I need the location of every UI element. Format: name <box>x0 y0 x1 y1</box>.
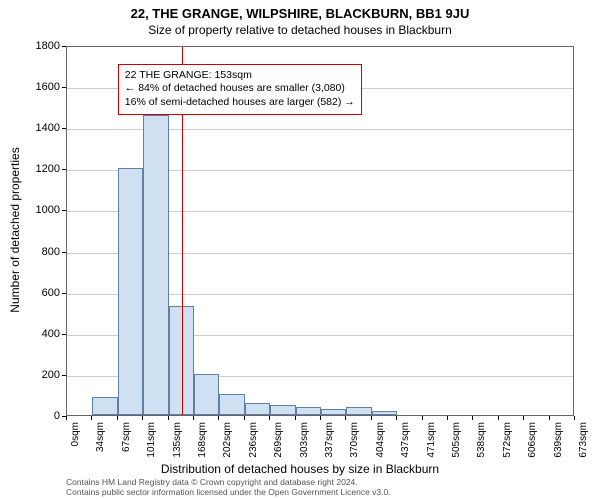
page-subtitle: Size of property relative to detached ho… <box>0 21 600 37</box>
y-tick-mark <box>62 169 66 170</box>
y-tick-mark <box>62 334 66 335</box>
x-tick-label: 572sqm <box>502 422 513 472</box>
histogram-chart: 22 THE GRANGE: 153sqm← 84% of detached h… <box>66 46 574 416</box>
y-tick-label: 800 <box>20 246 60 258</box>
x-tick-label: 673sqm <box>578 422 589 472</box>
page-title-address: 22, THE GRANGE, WILPSHIRE, BLACKBURN, BB… <box>0 0 600 21</box>
y-tick-mark <box>62 46 66 47</box>
x-tick-label: 101sqm <box>146 422 157 472</box>
x-tick-label: 606sqm <box>527 422 538 472</box>
x-tick-mark <box>269 416 270 420</box>
histogram-bar <box>372 411 397 415</box>
x-tick-label: 67sqm <box>121 422 132 472</box>
histogram-bar <box>296 407 321 415</box>
attribution-footer: Contains HM Land Registry data © Crown c… <box>66 478 391 498</box>
x-tick-mark <box>472 416 473 420</box>
x-tick-mark <box>498 416 499 420</box>
x-tick-mark <box>91 416 92 420</box>
x-tick-label: 337sqm <box>324 422 335 472</box>
x-tick-mark <box>345 416 346 420</box>
histogram-bar <box>346 407 371 415</box>
y-tick-label: 400 <box>20 328 60 340</box>
x-tick-mark <box>371 416 372 420</box>
x-tick-label: 437sqm <box>400 422 411 472</box>
y-tick-label: 0 <box>20 410 60 422</box>
x-tick-mark <box>549 416 550 420</box>
x-tick-label: 0sqm <box>70 422 81 472</box>
y-tick-label: 1200 <box>20 163 60 175</box>
y-tick-label: 600 <box>20 287 60 299</box>
x-tick-mark <box>193 416 194 420</box>
y-tick-mark <box>62 128 66 129</box>
x-tick-label: 370sqm <box>349 422 360 472</box>
x-tick-label: 303sqm <box>299 422 310 472</box>
x-tick-label: 135sqm <box>172 422 183 472</box>
x-tick-label: 34sqm <box>95 422 106 472</box>
x-tick-label: 202sqm <box>222 422 233 472</box>
callout-line-1: 22 THE GRANGE: 153sqm <box>125 69 355 83</box>
x-tick-mark <box>574 416 575 420</box>
y-tick-mark <box>62 210 66 211</box>
x-tick-mark <box>422 416 423 420</box>
x-tick-label: 269sqm <box>273 422 284 472</box>
x-tick-mark <box>396 416 397 420</box>
y-tick-mark <box>62 87 66 88</box>
y-tick-label: 1400 <box>20 122 60 134</box>
x-tick-mark <box>244 416 245 420</box>
x-tick-mark <box>168 416 169 420</box>
y-tick-label: 1600 <box>20 81 60 93</box>
callout-box: 22 THE GRANGE: 153sqm← 84% of detached h… <box>118 64 362 115</box>
histogram-bar <box>219 394 244 415</box>
y-tick-mark <box>62 293 66 294</box>
x-tick-mark <box>117 416 118 420</box>
x-tick-label: 639sqm <box>553 422 564 472</box>
y-tick-label: 200 <box>20 369 60 381</box>
x-tick-label: 168sqm <box>197 422 208 472</box>
x-tick-mark <box>523 416 524 420</box>
x-tick-mark <box>66 416 67 420</box>
x-tick-label: 404sqm <box>375 422 386 472</box>
x-tick-label: 236sqm <box>248 422 259 472</box>
histogram-bar <box>194 374 219 415</box>
x-tick-mark <box>447 416 448 420</box>
y-tick-mark <box>62 375 66 376</box>
histogram-bar <box>143 115 168 415</box>
histogram-bar <box>169 306 194 415</box>
x-tick-mark <box>218 416 219 420</box>
x-tick-mark <box>295 416 296 420</box>
histogram-bar <box>270 405 295 415</box>
x-tick-mark <box>320 416 321 420</box>
histogram-bar <box>92 397 117 416</box>
histogram-bar <box>245 403 270 415</box>
histogram-bar <box>321 409 346 415</box>
y-tick-label: 1000 <box>20 204 60 216</box>
histogram-bar <box>118 168 143 415</box>
callout-line-2: ← 84% of detached houses are smaller (3,… <box>125 82 355 96</box>
x-tick-mark <box>142 416 143 420</box>
y-tick-mark <box>62 252 66 253</box>
x-tick-label: 471sqm <box>426 422 437 472</box>
footer-line-2: Contains public sector information licen… <box>66 488 391 498</box>
x-tick-label: 538sqm <box>476 422 487 472</box>
x-tick-label: 505sqm <box>451 422 462 472</box>
y-tick-label: 1800 <box>20 40 60 52</box>
callout-line-3: 16% of semi-detached houses are larger (… <box>125 96 355 110</box>
